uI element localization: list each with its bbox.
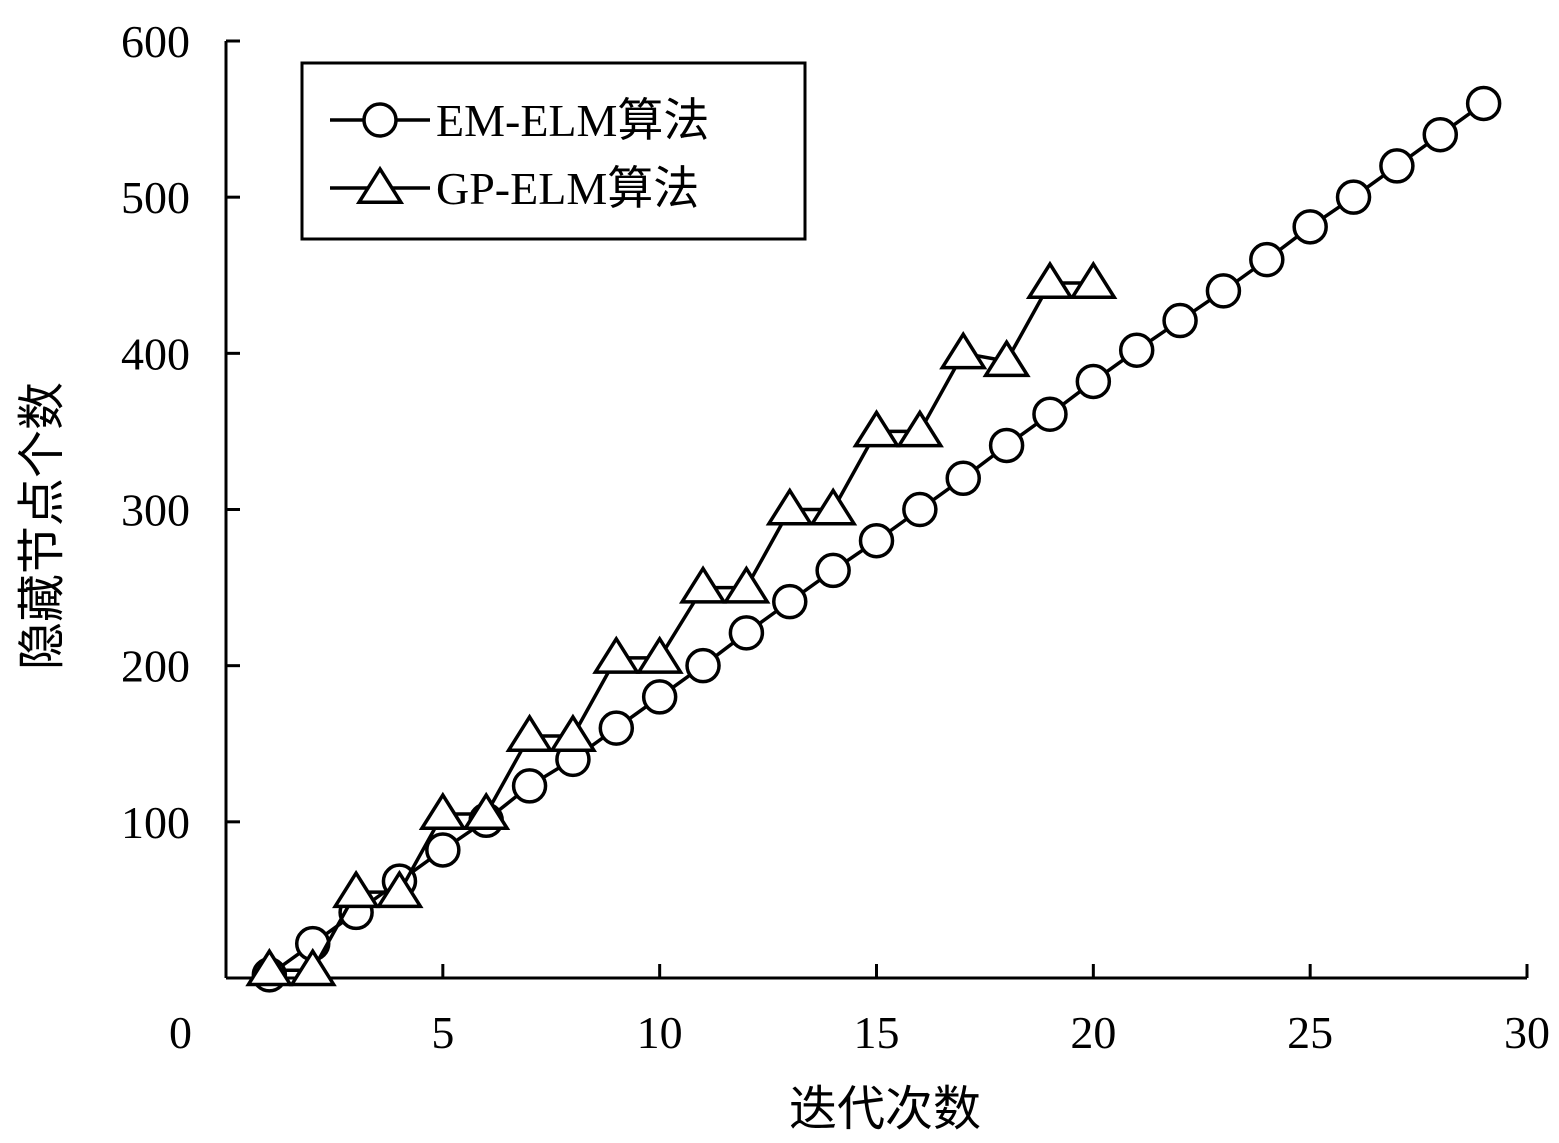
triangle-point [245, 947, 294, 987]
circle-point [1422, 116, 1459, 153]
axes: 100 200 300 400 500 600 0 5 10 15 20 25 30 [121, 16, 1550, 1058]
x-tick-label: 15 [854, 1007, 900, 1058]
circle-point [1205, 273, 1242, 309]
legend-label: EM-ELM算法 [436, 95, 709, 146]
triangle-point [288, 947, 337, 987]
circle-point [815, 552, 851, 589]
circle-point [902, 491, 938, 528]
y-axis-title: 隐藏节点个数 [14, 382, 70, 670]
legend-circle-marker [362, 102, 398, 138]
x-tick-label: 30 [1504, 1007, 1550, 1058]
triangle-point [765, 487, 814, 526]
circle-point [1249, 241, 1285, 278]
triangle-point [548, 713, 598, 752]
triangle-point [592, 635, 641, 674]
legend-entries: EM-ELM算法 GP-ELM算法 [330, 95, 709, 214]
x-ticks: 0 5 10 15 20 25 30 [169, 964, 1550, 1058]
triangle-point [809, 487, 858, 526]
triangle-point [852, 409, 901, 448]
circle-point [641, 679, 678, 715]
triangle-point [678, 565, 728, 604]
x-axis-title: 迭代次数 [789, 1081, 981, 1137]
y-tick-label: 200 [121, 641, 190, 692]
circle-point [772, 583, 808, 620]
series-layer [245, 85, 1502, 993]
circle-point [1118, 332, 1155, 368]
x-tick-label: 10 [637, 1007, 683, 1058]
circle-point [728, 615, 765, 651]
legend-entry: EM-ELM算法 [330, 95, 709, 146]
circle-point [1379, 148, 1415, 184]
circle-point [425, 832, 461, 868]
series-1 [251, 85, 1502, 993]
legend: EM-ELM算法 GP-ELM算法 [300, 61, 807, 241]
triangle-point [375, 869, 424, 909]
circle-point [1292, 209, 1328, 245]
legend-label: GP-ELM算法 [436, 163, 699, 214]
circle-point [511, 768, 548, 804]
circle-point [1335, 179, 1372, 215]
circle-point [858, 522, 895, 559]
triangle-point [939, 331, 988, 370]
series-2 [245, 260, 1118, 987]
triangle-point [895, 409, 944, 448]
x-tick-label: 0 [169, 1007, 192, 1058]
circle-point [598, 710, 635, 746]
y-tick-label: 300 [121, 485, 190, 536]
legend-entry: GP-ELM算法 [330, 163, 699, 214]
circle-point [945, 460, 981, 497]
y-tick-label: 400 [121, 328, 190, 379]
x-tick-label: 5 [431, 1007, 454, 1058]
triangle-point [1025, 260, 1075, 300]
x-tick-label: 20 [1070, 1007, 1116, 1058]
triangle-point [982, 338, 1031, 378]
circle-point [988, 427, 1025, 464]
circle-point [1075, 363, 1112, 400]
legend-triangle-marker [355, 165, 405, 204]
triangle-point [505, 713, 554, 752]
circle-point [1162, 302, 1198, 339]
triangle-point [332, 869, 381, 909]
triangle-point [635, 635, 684, 674]
triangle-point [722, 565, 771, 604]
x-tick-label: 25 [1287, 1007, 1333, 1058]
y-tick-label: 100 [121, 797, 190, 848]
triangle-point [462, 791, 511, 831]
y-ticks: 100 200 300 400 500 600 [121, 16, 240, 848]
circle-point [1465, 85, 1502, 122]
legend-box [300, 61, 807, 241]
circle-point [685, 647, 721, 684]
y-tick-label: 600 [121, 16, 190, 67]
y-tick-label: 500 [121, 172, 190, 223]
circle-point [1032, 396, 1068, 432]
triangle-point [1069, 260, 1118, 300]
triangle-point [418, 791, 467, 831]
